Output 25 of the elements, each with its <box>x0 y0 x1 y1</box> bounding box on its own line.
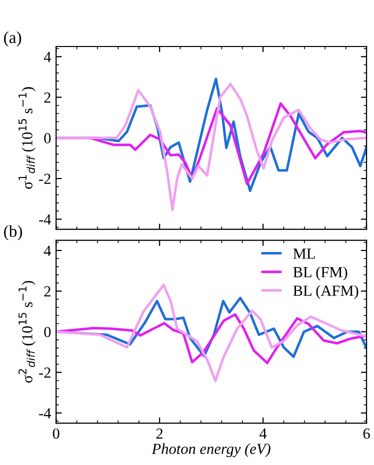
x-tick-label: 0 <box>52 428 60 439</box>
x-axis-title: Photon energy (eV) <box>152 443 270 458</box>
legend-label: BL (AFM) <box>293 285 358 299</box>
x-tick-label: 2 <box>156 428 163 439</box>
x-tick-label: 4 <box>260 428 267 439</box>
y-tick-label: 4 <box>44 246 51 256</box>
y-tick-label: -2 <box>39 174 50 184</box>
text: (a) <box>4 31 22 46</box>
y-tick-label: 2 <box>44 92 50 103</box>
y-tick-label: 0 <box>44 326 51 338</box>
y-tick-label: -4 <box>39 214 51 224</box>
y-axis-title: σ$^{2}$$_{diff}$ (10$^{15}$ s$^{−1}$) <box>18 280 36 383</box>
x-tick-label: 6 <box>363 428 370 439</box>
legend-label: ML <box>293 248 315 259</box>
y-axis-title: σ$^{1}$$_{diff}$ (10$^{15}$ s$^{−1}$) <box>18 87 36 189</box>
y-tick-label: -2 <box>39 368 50 378</box>
line-series <box>56 313 367 364</box>
line-series <box>56 284 367 382</box>
y-tick-label: 2 <box>44 286 50 296</box>
y-tick-label: 4 <box>44 52 51 62</box>
text: (b) <box>4 225 22 240</box>
line-series <box>56 82 367 212</box>
y-tick-label: 0 <box>44 133 51 144</box>
y-tick-label: -4 <box>39 408 51 418</box>
legend-label: BL (FM) <box>293 266 348 280</box>
